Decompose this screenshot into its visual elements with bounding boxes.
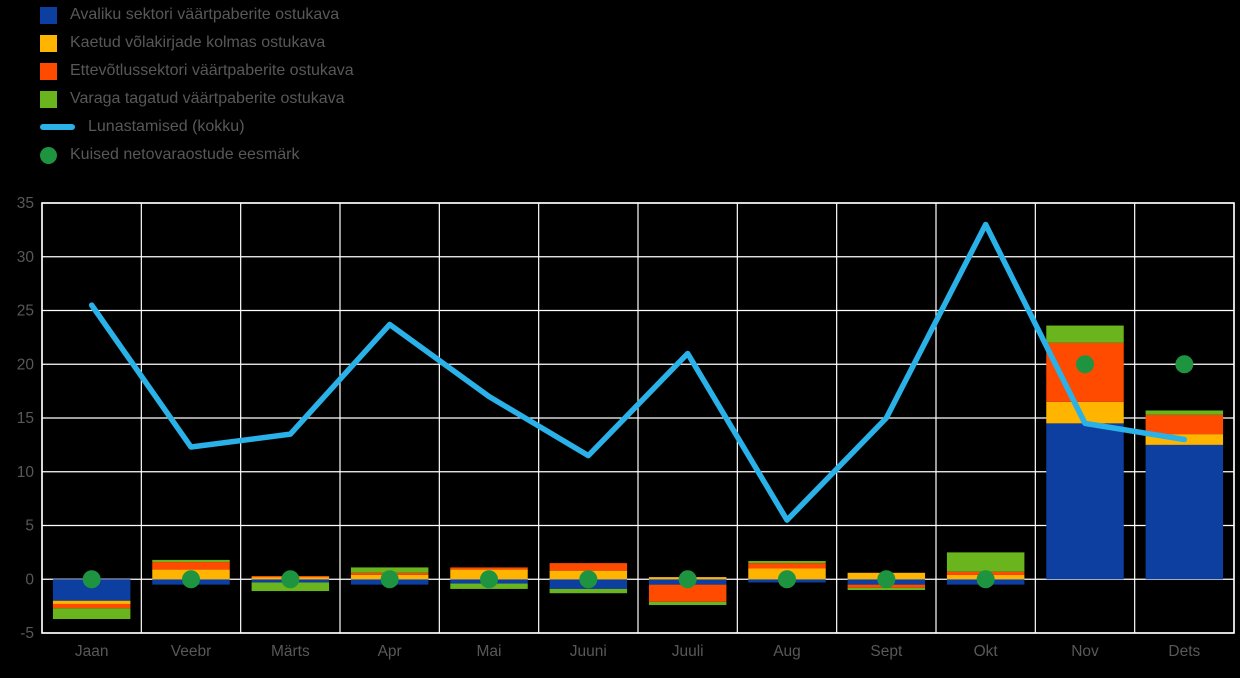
bar-segment (648, 584, 727, 602)
y-tick-label: 30 (17, 249, 35, 266)
legend-label: Varaga tagatud väärtpaberite ostukava (70, 90, 345, 107)
y-tick-label: 5 (25, 518, 34, 535)
bar-segment (549, 588, 628, 594)
y-tick-label: -5 (20, 625, 34, 642)
bar-segment (152, 559, 230, 563)
legend-square-swatch-icon (40, 90, 57, 108)
y-tick-label: 20 (17, 356, 35, 373)
target-dot (778, 570, 796, 589)
line-path (88, 221, 1188, 523)
y-tick-label: 15 (17, 410, 34, 427)
legend-line-swatch-icon (40, 124, 75, 130)
bar-segment (450, 567, 528, 570)
target-dot (678, 570, 697, 589)
legend-square-swatch-icon (40, 62, 57, 80)
bar-segment (52, 608, 131, 620)
x-tick-label: Juuni (570, 643, 607, 660)
legend-label: Ettevõtlussektori väärtpaberite ostukava (70, 62, 354, 79)
target-dot (281, 570, 300, 589)
x-tick-label: Veebr (171, 643, 212, 660)
x-tick-label: Okt (974, 643, 999, 660)
bar-segment (648, 601, 727, 606)
legend-label: Kuised netovaraostude eesmärk (70, 146, 300, 163)
y-tick-label: 35 (17, 195, 34, 212)
bar-segment (1145, 414, 1224, 435)
x-tick-label: Dets (1168, 643, 1200, 660)
legend-item: Kaetud võlakirjade kolmas ostukava (40, 34, 354, 52)
redemptions-line (88, 221, 1188, 523)
bar-segment (52, 603, 131, 609)
legend-label: Avaliku sektori väärtpaberite ostukava (70, 6, 340, 23)
bar-segment (350, 567, 429, 573)
x-tick-label: Mai (477, 643, 502, 660)
legend-dot-swatch-icon (40, 146, 57, 164)
legend-item: Avaliku sektori väärtpaberite ostukava (40, 6, 354, 24)
target-dot (877, 570, 896, 589)
x-tick-label: Sept (870, 643, 903, 660)
legend-item: Varaga tagatud väärtpaberite ostukava (40, 90, 354, 108)
bar-segment (549, 563, 628, 571)
bar-segment (1145, 444, 1224, 580)
x-tick-label: Apr (378, 643, 402, 660)
y-tick-label: 0 (25, 571, 34, 588)
bar-segment (748, 560, 826, 564)
legend-item: Kuised netovaraostude eesmärk (40, 146, 354, 164)
x-tick-label: Aug (773, 643, 801, 660)
bar-segment (152, 562, 230, 570)
target-dots (82, 355, 1194, 589)
target-dot (976, 570, 995, 589)
plot-border (41, 202, 1235, 634)
x-tick-label: Juuli (672, 643, 704, 660)
x-tick-label: Märts (271, 643, 310, 660)
target-dot (182, 570, 200, 589)
target-dot (480, 570, 498, 589)
y-tick-label: 10 (17, 464, 35, 481)
legend-item: Lunastamised (kokku) (40, 118, 354, 136)
bar-segment (847, 587, 926, 590)
bar-segment (946, 552, 1025, 572)
legend-square-swatch-icon (40, 6, 57, 24)
y-axis-labels: -5 0 5 10 15 20 25 30 35 (17, 195, 35, 642)
bar-segment (748, 563, 826, 569)
bar-segment (52, 600, 131, 604)
legend-label: Kaetud võlakirjade kolmas ostukava (70, 34, 326, 51)
bar-segment (52, 579, 131, 601)
legend-item: Ettevõtlussektori väärtpaberite ostukava (40, 62, 354, 80)
target-dot (1175, 355, 1194, 374)
bar-segment (1046, 423, 1124, 580)
target-dot (579, 570, 598, 589)
target-dot (1076, 355, 1094, 374)
bar-segment (1145, 410, 1224, 415)
x-tick-label: Nov (1071, 643, 1099, 660)
legend-label: Lunastamised (kokku) (88, 118, 245, 135)
y-tick-label: 25 (17, 303, 34, 320)
bar-segment (1046, 325, 1124, 343)
chart-legend: Avaliku sektori väärtpaberite ostukava Ka… (40, 6, 354, 164)
target-dot (380, 570, 399, 589)
legend-square-swatch-icon (40, 34, 57, 52)
target-dot (82, 570, 101, 589)
x-axis-labels: Jaan Veebr Märts Apr Mai Juuni Juuli Aug Sept Okt… (75, 643, 1201, 660)
bar-segment (1046, 401, 1124, 424)
x-tick-label: Jaan (75, 643, 109, 660)
